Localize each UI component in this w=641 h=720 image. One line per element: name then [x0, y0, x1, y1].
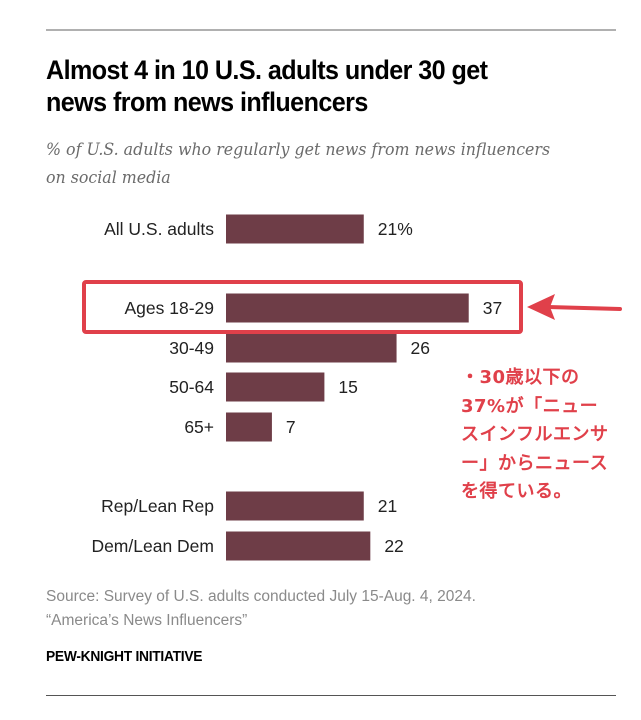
arrow-head-icon: [527, 294, 555, 320]
top-rule: [46, 29, 616, 31]
value-label: 7: [286, 417, 296, 437]
bottom-rule: [46, 695, 616, 696]
source-line-2: “America’s News Influencers”: [46, 612, 248, 629]
category-label: Rep/Lean Rep: [101, 496, 214, 516]
value-label: 37: [483, 298, 502, 318]
category-label: 65+: [184, 417, 214, 437]
category-label: Dem/Lean Dem: [91, 536, 214, 556]
value-label: 15: [338, 377, 357, 397]
category-label: 30-49: [169, 338, 214, 358]
value-label: 21: [378, 496, 397, 516]
highlight-box: [82, 280, 523, 334]
chart-title: Almost 4 in 10 U.S. adults under 30 get …: [46, 55, 488, 117]
source-line-1: Source: Survey of U.S. adults conducted …: [46, 588, 476, 605]
chart-subtitle: % of U.S. adults who regularly get news …: [46, 140, 551, 188]
bar: [226, 333, 397, 363]
value-label: 26: [411, 338, 430, 358]
bar: [226, 491, 364, 521]
category-label: Ages 18-29: [124, 298, 214, 318]
bar: [226, 214, 364, 244]
category-label: All U.S. adults: [104, 219, 214, 239]
value-label: 22: [384, 536, 403, 556]
bar: [226, 531, 371, 561]
source-note: Source: Survey of U.S. adults conducted …: [46, 585, 476, 633]
japanese-annotation: ・30歳以下の37%が「ニュースインフルエンサー」からニュースを得ている。: [461, 367, 609, 502]
value-label: 21%: [378, 219, 413, 239]
category-label: 50-64: [169, 377, 214, 397]
brand-label: PEW-KNIGHT INITIATIVE: [46, 648, 203, 665]
bar: [226, 412, 272, 442]
arrow-shaft: [546, 305, 622, 311]
bar: [226, 372, 325, 402]
bar: [226, 293, 469, 323]
